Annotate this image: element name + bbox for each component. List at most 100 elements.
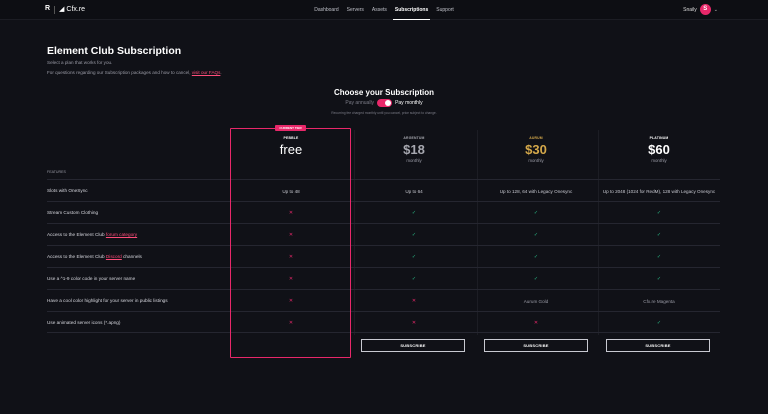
feature-value: ✓	[477, 268, 595, 290]
feature-value: ✕	[232, 268, 350, 290]
feature-value: ✓	[477, 202, 595, 224]
tier-price: free	[279, 142, 303, 157]
nav-servers[interactable]: Servers	[346, 7, 364, 13]
x-icon: ✕	[288, 319, 294, 326]
feature-value: ✕	[232, 312, 350, 334]
tier-name: ARGENTUM	[403, 136, 425, 140]
billing-note: Recurring fee charged monthly until you …	[331, 111, 437, 115]
feature-value: ✓	[477, 246, 595, 268]
tier-header-aurum: AURUM $30 monthly	[477, 136, 595, 163]
check-icon: ✓	[411, 253, 417, 260]
tier-frequency: monthly	[651, 158, 667, 163]
feature-value: ✕	[232, 202, 350, 224]
tier-name: PLATINUM	[649, 136, 669, 140]
nav-assets[interactable]: Assets	[371, 7, 387, 13]
feature-value: ✕	[355, 290, 473, 312]
main-nav: Dashboard Servers Assets Subscriptions S…	[0, 0, 768, 20]
faq-text: For questions regarding our Subscription…	[47, 70, 191, 75]
feature-value: Up to 48	[282, 188, 300, 194]
subscribe-argentum-button[interactable]: SUBSCRIBE	[361, 339, 465, 352]
faq-link[interactable]: visit our FAQs	[191, 70, 221, 75]
check-icon: ✓	[411, 275, 417, 282]
feature-label: Access to the Element Club Discord chann…	[47, 254, 142, 259]
table-row: Slots with OneSync Up to 48 Up to 64 Up …	[47, 179, 720, 201]
username: Snaily	[683, 6, 697, 13]
feature-value: ✕	[355, 312, 473, 334]
forum-category-link[interactable]: forum category	[105, 232, 138, 237]
pay-annually-label[interactable]: Pay annually	[345, 100, 375, 106]
tier-price: $18	[403, 142, 425, 157]
feature-value: Up to 64	[405, 188, 423, 194]
column-divider	[477, 130, 478, 335]
x-icon: ✕	[288, 297, 294, 304]
feature-value: ✕	[232, 224, 350, 246]
feature-value: ✓	[600, 268, 718, 290]
user-menu[interactable]: Snaily S ⌄	[683, 4, 718, 15]
cfx-logo[interactable]: ◢ Cfx.re	[59, 5, 86, 14]
faq-line: For questions regarding our Subscription…	[47, 70, 222, 75]
check-icon: ✓	[533, 231, 539, 238]
tier-name: PEBBLE	[283, 136, 299, 140]
nav-subscriptions[interactable]: Subscriptions	[391, 0, 432, 20]
table-row: Use animated server icons (*.apng) ✕ ✕ ✕…	[47, 311, 720, 333]
table-row: Use a ^1-9 color code in your server nam…	[47, 267, 720, 289]
feature-value: ✓	[477, 224, 595, 246]
x-icon: ✕	[533, 319, 539, 326]
check-icon: ✓	[533, 275, 539, 282]
tier-frequency: monthly	[528, 158, 544, 163]
check-icon: ✓	[656, 209, 662, 216]
tier-header-argentum: ARGENTUM $18 monthly	[355, 136, 473, 163]
feature-label: Access to the Element Club forum categor…	[47, 232, 138, 237]
feature-value: ✕	[232, 290, 350, 312]
check-icon: ✓	[533, 253, 539, 260]
tier-header-platinum: PLATINUM $60 monthly	[600, 136, 718, 163]
check-icon: ✓	[411, 231, 417, 238]
cfx-logo-text: Cfx.re	[66, 5, 86, 13]
page-title: Element Club Subscription	[47, 45, 182, 57]
feature-value: ✓	[355, 268, 473, 290]
pay-monthly-label[interactable]: Pay monthly	[395, 100, 423, 106]
billing-toggle-row: Pay annually Pay monthly	[0, 99, 768, 107]
feature-value: ✕	[232, 246, 350, 268]
check-icon: ✓	[656, 253, 662, 260]
billing-toggle[interactable]	[377, 99, 393, 107]
x-icon: ✕	[411, 319, 417, 326]
feature-value: Aurum Gold	[523, 298, 549, 304]
feature-value: Up to 128, 64 with Legacy Onesync	[499, 188, 573, 194]
feature-value: ✓	[600, 202, 718, 224]
tier-frequency: monthly	[406, 158, 422, 163]
feature-value: ✕	[477, 312, 595, 334]
feature-label: Use animated server icons (*.apng)	[47, 320, 121, 325]
features-label: FEATURES	[47, 170, 66, 174]
logo-divider	[54, 6, 55, 14]
x-icon: ✕	[288, 209, 294, 216]
current-tier-badge: CURRENT TIER	[275, 125, 306, 131]
feature-value: ✓	[355, 202, 473, 224]
nav-support[interactable]: Support	[436, 7, 454, 13]
table-row: Access to the Element Club Discord chann…	[47, 245, 720, 267]
discord-link[interactable]: Discord	[105, 254, 122, 259]
column-divider	[598, 130, 599, 335]
rockstar-logo-icon[interactable]: R	[45, 5, 51, 12]
tier-price: $30	[525, 142, 547, 157]
nav-dashboard[interactable]: Dashboard	[314, 7, 339, 13]
column-divider	[354, 130, 355, 335]
check-icon: ✓	[411, 209, 417, 216]
x-icon: ✕	[411, 297, 417, 304]
feature-label: Slots with OneSync	[47, 188, 88, 193]
tier-name: AURUM	[529, 136, 543, 140]
feature-value: ✓	[600, 224, 718, 246]
subscribe-aurum-button[interactable]: SUBSCRIBE	[484, 339, 588, 352]
table-row: Stream Custom Clothing ✕ ✓ ✓ ✓	[47, 201, 720, 223]
table-row: Access to the Element Club forum categor…	[47, 223, 720, 245]
current-tier-highlight	[230, 128, 351, 358]
feature-value: ✓	[355, 246, 473, 268]
check-icon: ✓	[656, 275, 662, 282]
subscribe-platinum-button[interactable]: SUBSCRIBE	[606, 339, 710, 352]
feature-value: ✓	[600, 312, 718, 334]
feature-value: ✓	[355, 224, 473, 246]
check-icon: ✓	[656, 231, 662, 238]
choose-heading: Choose your Subscription	[333, 88, 434, 97]
cfx-logo-icon: ◢	[59, 6, 65, 13]
feature-value: Cfx.re Magenta	[643, 298, 675, 304]
